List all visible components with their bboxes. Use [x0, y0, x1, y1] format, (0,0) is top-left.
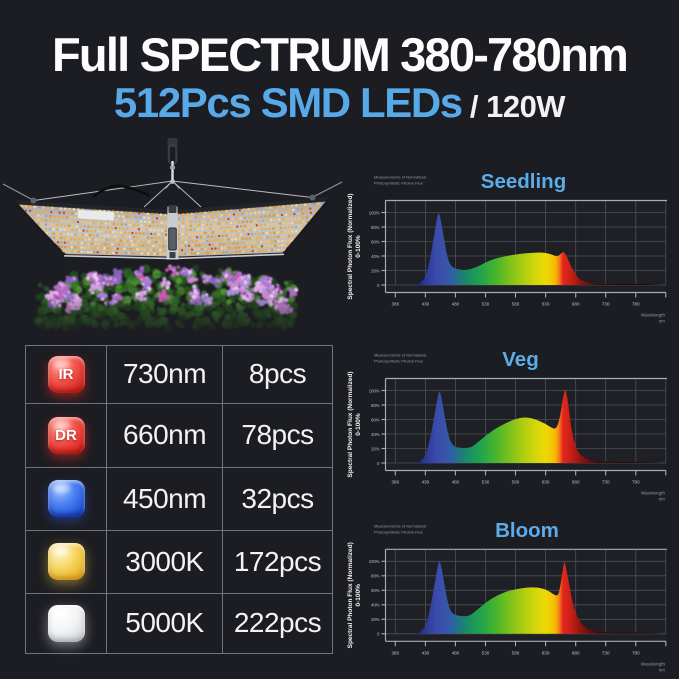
svg-text:430: 430: [422, 650, 430, 655]
svg-text:60%: 60%: [371, 417, 380, 422]
svg-text:Veg: Veg: [502, 348, 538, 371]
svg-text:80%: 80%: [371, 225, 380, 230]
svg-text:730: 730: [602, 650, 610, 655]
svg-text:680: 680: [572, 302, 580, 307]
svg-text:Measurements of Normalized: Measurements of Normalized: [374, 523, 426, 528]
svg-text:680: 680: [572, 650, 580, 655]
svg-text:Wavelength: Wavelength: [641, 313, 666, 318]
svg-text:0: 0: [377, 283, 380, 288]
svg-text:100%: 100%: [369, 388, 380, 393]
svg-text:Spectral Photon Flux (Normaliz: Spectral Photon Flux (Normalized): [347, 371, 354, 477]
svg-text:0-100%: 0-100%: [355, 413, 362, 436]
svg-text:530: 530: [482, 480, 490, 485]
svg-text:380: 380: [391, 302, 399, 307]
svg-text:530: 530: [482, 650, 490, 655]
svg-text:Photosynthetic Photon Flux: Photosynthetic Photon Flux: [374, 529, 423, 534]
svg-text:0-100%: 0-100%: [355, 584, 362, 607]
svg-text:100%: 100%: [369, 559, 380, 564]
svg-text:40%: 40%: [371, 254, 380, 259]
svg-text:80%: 80%: [371, 574, 380, 579]
svg-text:380: 380: [391, 650, 399, 655]
svg-text:60%: 60%: [371, 239, 380, 244]
svg-text:80%: 80%: [371, 403, 380, 408]
svg-text:730: 730: [602, 480, 610, 485]
svg-text:Photosynthetic Photon Flux: Photosynthetic Photon Flux: [374, 181, 423, 186]
svg-text:630: 630: [542, 480, 550, 485]
svg-text:580: 580: [512, 650, 520, 655]
svg-text:100%: 100%: [369, 210, 380, 215]
svg-text:780: 780: [632, 650, 640, 655]
svg-text:40%: 40%: [371, 603, 380, 608]
svg-text:Wavelength: Wavelength: [641, 661, 666, 666]
svg-text:430: 430: [422, 480, 430, 485]
svg-text:0-100%: 0-100%: [355, 235, 362, 258]
svg-text:480: 480: [452, 650, 460, 655]
svg-text:Wavelength: Wavelength: [641, 491, 666, 496]
svg-text:Spectral Photon Flux (Normaliz: Spectral Photon Flux (Normalized): [347, 193, 354, 299]
svg-text:630: 630: [542, 302, 550, 307]
svg-text:430: 430: [422, 302, 430, 307]
svg-text:380: 380: [391, 480, 399, 485]
svg-text:480: 480: [452, 480, 460, 485]
svg-text:nm: nm: [659, 319, 666, 324]
svg-text:Measurements of Normalized: Measurements of Normalized: [374, 175, 426, 180]
svg-text:530: 530: [482, 302, 490, 307]
svg-text:20%: 20%: [371, 446, 380, 451]
svg-text:40%: 40%: [371, 432, 380, 437]
svg-text:20%: 20%: [371, 268, 380, 273]
svg-text:780: 780: [632, 302, 640, 307]
svg-text:Photosynthetic Photon Flux: Photosynthetic Photon Flux: [374, 359, 423, 364]
svg-text:780: 780: [632, 480, 640, 485]
svg-text:Bloom: Bloom: [495, 519, 559, 542]
svg-text:730: 730: [602, 302, 610, 307]
svg-text:nm: nm: [659, 667, 666, 672]
svg-text:0: 0: [377, 632, 380, 637]
svg-text:Seedling: Seedling: [481, 170, 566, 193]
svg-text:580: 580: [512, 302, 520, 307]
svg-text:Measurements of Normalized: Measurements of Normalized: [374, 353, 426, 358]
svg-text:480: 480: [452, 302, 460, 307]
svg-text:630: 630: [542, 650, 550, 655]
svg-text:nm: nm: [659, 497, 666, 502]
svg-text:580: 580: [512, 480, 520, 485]
svg-text:0: 0: [377, 461, 380, 466]
svg-text:680: 680: [572, 480, 580, 485]
svg-text:60%: 60%: [371, 588, 380, 593]
svg-text:20%: 20%: [371, 617, 380, 622]
svg-text:Spectral Photon Flux (Normaliz: Spectral Photon Flux (Normalized): [347, 542, 354, 648]
